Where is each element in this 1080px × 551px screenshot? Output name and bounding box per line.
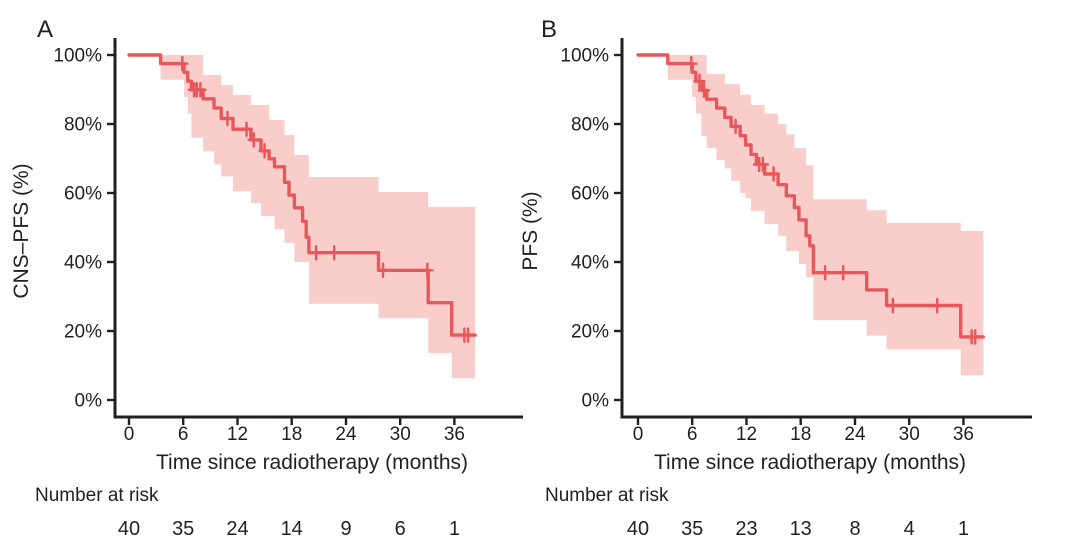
risk-table-row: 40 35 24 14 9 6 1: [118, 518, 460, 540]
censor-mark: [376, 262, 390, 279]
y-tick-label: 60%: [571, 184, 609, 205]
censor-mark: [176, 55, 189, 72]
censor-mark: [767, 166, 780, 182]
risk-value: 35: [681, 518, 703, 540]
y-tick-label: 80%: [571, 115, 609, 136]
x-tick-label: 12: [736, 424, 757, 445]
y-axis-title: CNS–PFS (%): [10, 163, 33, 298]
censor-mark: [836, 264, 850, 281]
panel-label: B: [541, 16, 557, 43]
risk-value: 13: [790, 518, 812, 540]
y-tick-label: 20%: [571, 322, 609, 343]
risk-table-row: 40 35 23 13 8 4 1: [627, 518, 969, 540]
risk-table-header: Number at risk: [545, 485, 669, 506]
x-tick-label: 24: [844, 424, 866, 445]
risk-value: 4: [904, 518, 915, 540]
y-tick-label: 40%: [571, 253, 609, 274]
censor-mark: [968, 329, 982, 345]
x-axis-title: Time since radiotherapy (months): [654, 451, 966, 474]
censor-mark: [930, 297, 944, 314]
y-tick-label: 20%: [64, 322, 102, 343]
censor-mark: [697, 82, 711, 98]
y-tick-label: 60%: [64, 184, 102, 205]
risk-table-header: Number at risk: [35, 485, 159, 506]
censor-mark: [327, 244, 341, 261]
censor-mark: [729, 118, 742, 135]
risk-value: 35: [172, 518, 194, 540]
x-tick-label: 30: [390, 424, 411, 445]
y-tick-label: 100%: [560, 46, 609, 67]
x-tick-label: 0: [633, 424, 644, 445]
censor-mark: [194, 82, 207, 98]
risk-value: 14: [281, 518, 303, 540]
censor-mark: [818, 264, 832, 281]
y-tick-label: 0%: [75, 391, 103, 412]
km-curve: [127, 53, 477, 337]
y-axis-title: PFS (%): [519, 191, 542, 270]
censor-mark: [421, 262, 434, 279]
y-tick-label: 80%: [64, 115, 102, 136]
x-tick-label: 0: [124, 424, 135, 445]
km-curve: [636, 53, 985, 339]
x-tick-label: 12: [227, 424, 248, 445]
x-tick-label: 6: [178, 424, 189, 445]
censor-mark: [461, 327, 475, 343]
risk-value: 1: [958, 518, 969, 540]
panel-label: A: [37, 16, 53, 43]
km-panel-b: 0 6 12 18 24 30 360%20%40%60%80%100%Time since…: [519, 16, 1032, 540]
km-panel-a: 0 6 12 18 24 30 36 0% 20% 40% 60% 80% 100% Time since…: [10, 16, 523, 540]
risk-value: 6: [395, 518, 406, 540]
risk-value: 1: [449, 518, 460, 540]
risk-value: 40: [118, 518, 140, 540]
x-tick-label: 18: [281, 424, 302, 445]
censor-mark: [221, 110, 234, 127]
censor-mark: [240, 121, 253, 137]
risk-value: 9: [340, 518, 351, 540]
censor-mark: [685, 55, 698, 72]
censor-mark: [886, 297, 900, 314]
x-axis-title: Time since radiotherapy (months): [156, 451, 468, 474]
x-tick-label: 24: [335, 424, 357, 445]
censor-mark: [258, 143, 271, 159]
risk-value: 24: [226, 518, 248, 540]
x-tick-label: 36: [953, 424, 974, 445]
censor-mark: [247, 132, 261, 148]
risk-value: 40: [627, 518, 649, 540]
y-tick-label: 0%: [582, 391, 610, 412]
x-tick-label: 36: [444, 424, 465, 445]
risk-value: 8: [849, 518, 860, 540]
risk-value: 23: [735, 518, 757, 540]
censor-mark: [756, 156, 770, 173]
x-tick-label: 30: [899, 424, 920, 445]
y-tick-label: 100%: [53, 46, 102, 67]
x-tick-label: 6: [687, 424, 698, 445]
y-tick-label: 40%: [64, 253, 102, 274]
censor-mark: [693, 73, 706, 89]
x-tick-label: 18: [790, 424, 811, 445]
censor-mark: [309, 244, 323, 261]
confidence-band: [160, 55, 476, 379]
